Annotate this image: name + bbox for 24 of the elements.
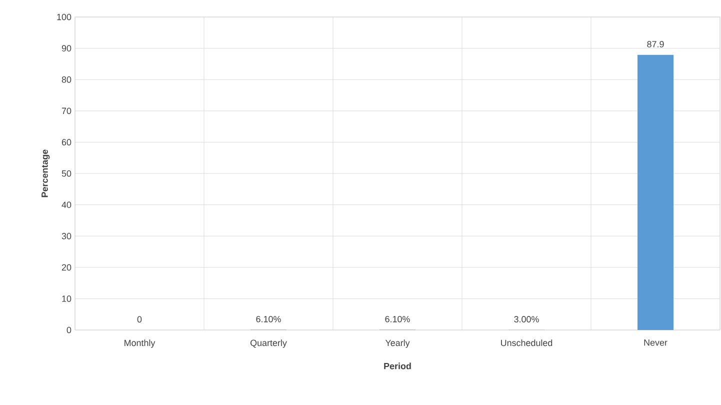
data-label: 87.9: [647, 41, 664, 48]
x-axis-title: Period: [384, 362, 411, 370]
y-tick-label: 80: [62, 76, 72, 83]
y-tick-label: 10: [62, 296, 72, 302]
y-tick-label: 20: [62, 264, 72, 271]
data-label: 0: [137, 316, 142, 322]
y-tick-label: 0: [66, 326, 72, 334]
x-tick-label: Yearly: [385, 339, 410, 348]
x-tick-label: Unscheduled: [501, 339, 552, 346]
x-tick-label: Monthly: [124, 339, 156, 348]
data-label: 6.10%: [256, 316, 281, 322]
y-tick-label: 40: [62, 202, 72, 208]
x-tick-label: Quarterly: [250, 339, 287, 348]
bar: [638, 54, 674, 330]
data-label: 3.00%: [514, 316, 539, 322]
x-tick-label: Never: [644, 339, 668, 346]
y-tick-label: 60: [62, 139, 72, 146]
y-tick-label: 90: [62, 45, 72, 52]
y-tick-label: 100: [57, 14, 72, 20]
y-tick-label: 50: [62, 170, 72, 177]
y-axis-title: Percentage: [42, 150, 50, 198]
data-label: 6.10%: [385, 316, 410, 322]
y-tick-label: 70: [62, 108, 72, 114]
y-tick-label: 30: [62, 232, 72, 240]
